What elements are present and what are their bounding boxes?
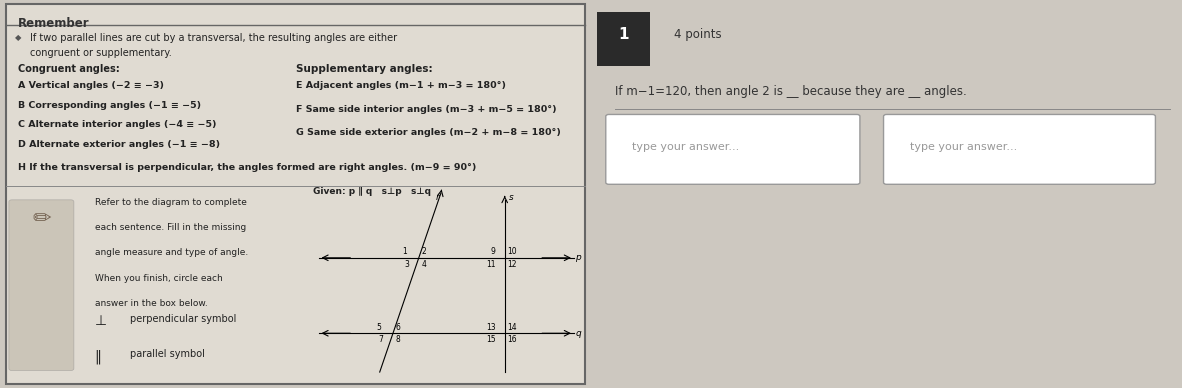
Text: congruent or supplementary.: congruent or supplementary. xyxy=(30,48,171,59)
Text: 16: 16 xyxy=(507,335,517,344)
Text: q: q xyxy=(576,329,580,338)
Text: 15: 15 xyxy=(486,335,495,344)
Text: 5: 5 xyxy=(376,322,381,331)
Text: 13: 13 xyxy=(486,322,495,331)
Text: 1: 1 xyxy=(618,28,629,42)
Text: If two parallel lines are cut by a transversal, the resulting angles are either: If two parallel lines are cut by a trans… xyxy=(30,33,397,43)
Text: p: p xyxy=(576,253,580,262)
Text: 7: 7 xyxy=(378,335,383,344)
Text: F Same side interior angles (m−3 + m−5 = 180°): F Same side interior angles (m−3 + m−5 =… xyxy=(296,105,556,114)
Text: parallel symbol: parallel symbol xyxy=(130,349,204,359)
Text: 4 points: 4 points xyxy=(674,28,721,42)
FancyBboxPatch shape xyxy=(9,200,73,371)
Text: 11: 11 xyxy=(486,260,495,268)
Text: 6: 6 xyxy=(395,322,401,331)
FancyBboxPatch shape xyxy=(605,114,859,184)
FancyBboxPatch shape xyxy=(6,4,585,384)
Text: type your answer...: type your answer... xyxy=(632,142,740,152)
Text: ◆: ◆ xyxy=(14,33,21,42)
Text: r: r xyxy=(435,193,440,202)
Text: type your answer...: type your answer... xyxy=(910,142,1018,152)
Text: Congruent angles:: Congruent angles: xyxy=(18,64,119,74)
Text: Supplementary angles:: Supplementary angles: xyxy=(296,64,433,74)
Text: B Corresponding angles (−1 ≡ −5): B Corresponding angles (−1 ≡ −5) xyxy=(18,101,201,110)
Text: 1: 1 xyxy=(402,247,407,256)
Text: angle measure and type of angle.: angle measure and type of angle. xyxy=(95,248,248,257)
Text: Remember: Remember xyxy=(18,17,90,31)
FancyBboxPatch shape xyxy=(884,114,1155,184)
Text: each sentence. Fill in the missing: each sentence. Fill in the missing xyxy=(95,223,246,232)
Text: 2: 2 xyxy=(421,247,426,256)
Text: 9: 9 xyxy=(491,247,495,256)
Text: When you finish, circle each: When you finish, circle each xyxy=(95,274,222,282)
Text: If m−1=120, then angle 2 is __ because they are __ angles.: If m−1=120, then angle 2 is __ because t… xyxy=(615,85,967,99)
Text: G Same side exterior angles (m−2 + m−8 = 180°): G Same side exterior angles (m−2 + m−8 =… xyxy=(296,128,560,137)
Text: ⊥: ⊥ xyxy=(95,314,106,328)
Text: Refer to the diagram to complete: Refer to the diagram to complete xyxy=(95,198,246,207)
Text: E Adjacent angles (m−1 + m−3 = 180°): E Adjacent angles (m−1 + m−3 = 180°) xyxy=(296,81,506,90)
Text: s: s xyxy=(508,193,513,202)
Text: ✏: ✏ xyxy=(32,210,51,230)
Text: 8: 8 xyxy=(396,335,401,344)
Text: 10: 10 xyxy=(507,247,517,256)
Text: 4: 4 xyxy=(421,260,426,268)
Text: C Alternate interior angles (−4 ≡ −5): C Alternate interior angles (−4 ≡ −5) xyxy=(18,120,216,129)
Text: A Vertical angles (−2 ≡ −3): A Vertical angles (−2 ≡ −3) xyxy=(18,81,164,90)
Text: 14: 14 xyxy=(507,322,517,331)
Text: H If the transversal is perpendicular, the angles formed are right angles. (m−9 : H If the transversal is perpendicular, t… xyxy=(18,163,476,172)
Text: ‖: ‖ xyxy=(95,349,102,364)
Text: 3: 3 xyxy=(404,260,409,268)
Text: answer in the box below.: answer in the box below. xyxy=(95,299,207,308)
Text: Given: p ∥ q   s⊥p   s⊥q: Given: p ∥ q s⊥p s⊥q xyxy=(313,187,431,196)
Text: 12: 12 xyxy=(507,260,517,268)
Text: D Alternate exterior angles (−1 ≡ −8): D Alternate exterior angles (−1 ≡ −8) xyxy=(18,140,220,149)
FancyBboxPatch shape xyxy=(597,12,650,66)
Text: perpendicular symbol: perpendicular symbol xyxy=(130,314,236,324)
